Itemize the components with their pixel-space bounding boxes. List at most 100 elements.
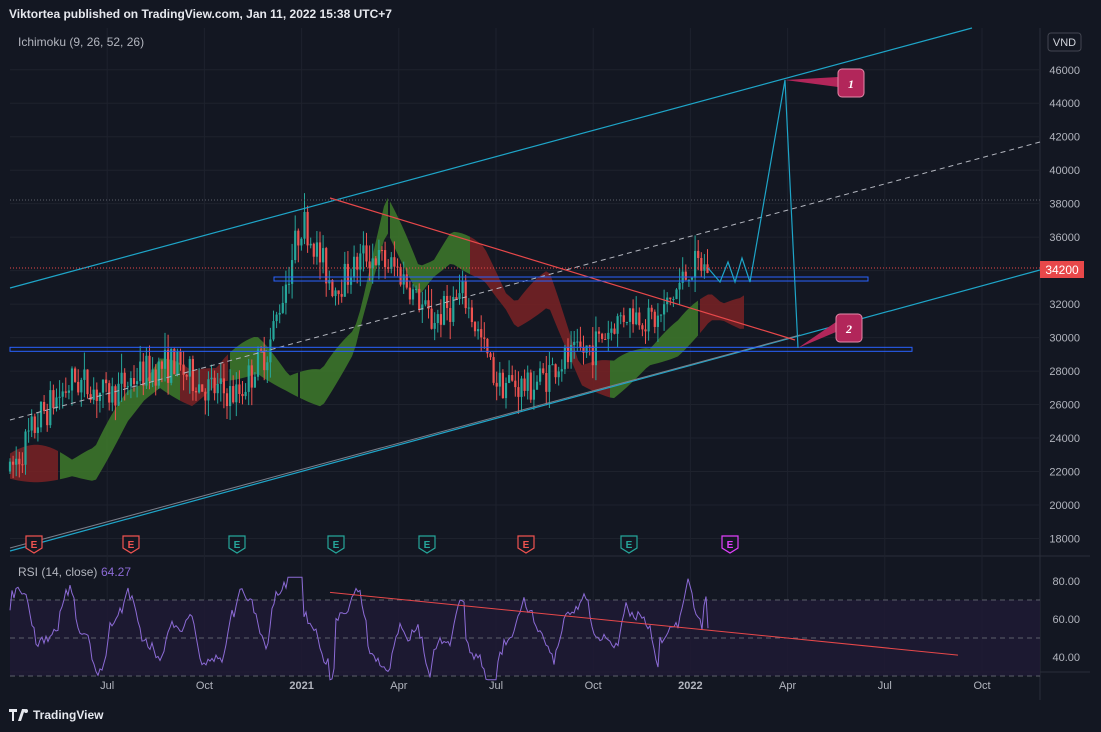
time-tick-label: Apr	[779, 680, 796, 692]
candle-body	[523, 378, 526, 391]
candle-body	[287, 283, 291, 285]
brand-label: TradingView	[33, 708, 104, 722]
candle-body	[278, 312, 281, 315]
candle-body	[700, 258, 703, 271]
earnings-badge-label: E	[234, 540, 241, 551]
price-tick-label: 40000	[1049, 165, 1080, 177]
candle-body	[247, 365, 250, 392]
upper-channel-line	[9, 27, 973, 289]
candle-body	[644, 329, 647, 332]
candle-body	[225, 393, 229, 407]
time-tick-label: 2021	[289, 680, 313, 692]
candle-body	[480, 329, 483, 338]
candle-body	[579, 341, 582, 348]
price-tick-label: 36000	[1049, 232, 1080, 244]
candle-body	[390, 257, 393, 269]
candle-body	[607, 332, 610, 340]
candle-body	[669, 297, 672, 300]
candle-body	[98, 392, 101, 401]
candle-body	[597, 331, 601, 334]
candle-body	[591, 345, 594, 366]
candle-body	[46, 410, 49, 426]
candle-body	[384, 250, 387, 268]
earnings-badge-label: E	[31, 540, 38, 551]
candle-body	[12, 461, 15, 465]
time-tick-label: Oct	[973, 680, 990, 692]
candle-body	[117, 383, 120, 406]
candle-body	[622, 315, 625, 322]
cloud-segment	[180, 354, 228, 407]
candle-body	[260, 349, 263, 351]
candle-body	[703, 264, 706, 271]
candle-body	[92, 389, 95, 400]
candle-body	[582, 347, 585, 353]
candle-body	[396, 266, 399, 268]
callout-label: 2	[845, 322, 852, 336]
candle-body	[576, 341, 579, 343]
candle-body	[136, 381, 139, 385]
candle-body	[312, 243, 315, 257]
publish-info: Viktortea published on TradingView.com, …	[9, 7, 392, 21]
indicator-label[interactable]: Ichimoku (9, 26, 52, 26)	[18, 35, 144, 49]
candle-body	[542, 368, 545, 374]
candle-body	[663, 304, 666, 315]
candle-body	[145, 355, 148, 386]
candle-body	[30, 416, 33, 431]
level-box	[9, 346, 913, 352]
candle-body	[495, 382, 498, 387]
candle-body	[210, 377, 213, 380]
candle-body	[694, 250, 697, 278]
candle-body	[204, 391, 207, 401]
rsi-trendline	[329, 591, 959, 656]
price-tick-label: 20000	[1049, 500, 1080, 512]
candle-body	[548, 365, 551, 392]
earnings-badge-label: E	[333, 540, 340, 551]
tradingview-brand[interactable]: TradingView	[9, 708, 103, 722]
candle-body	[520, 378, 523, 397]
candle-body	[219, 378, 222, 384]
candle-body	[207, 379, 210, 401]
candle-body	[436, 314, 439, 323]
candle-body	[272, 321, 275, 340]
candle-body	[706, 264, 709, 273]
candle-body	[306, 211, 309, 246]
price-candles	[8, 193, 709, 479]
candle-body	[114, 386, 117, 406]
candle-body	[560, 369, 563, 372]
candle-body	[229, 386, 232, 407]
candle-body	[18, 458, 21, 465]
level-box	[273, 276, 869, 282]
candle-body	[297, 230, 300, 246]
candle-body	[359, 253, 362, 270]
candle-body	[77, 381, 80, 393]
candle-body	[619, 315, 622, 317]
candle-body	[687, 279, 690, 281]
price-tick-label: 26000	[1049, 400, 1080, 412]
candle-body	[244, 391, 247, 397]
candle-body	[343, 263, 346, 297]
currency-badge[interactable]: VND	[1047, 32, 1082, 52]
candle-body	[24, 431, 27, 465]
earnings-badge	[721, 535, 739, 554]
candle-body	[659, 314, 663, 316]
candle-body	[532, 389, 535, 400]
candle-body	[508, 375, 511, 383]
candle-body	[424, 300, 427, 305]
candle-body	[684, 271, 687, 280]
candle-body	[545, 373, 548, 392]
candle-body	[442, 295, 446, 325]
rsi-label[interactable]: RSI (14, close)	[18, 565, 97, 579]
candle-body	[105, 379, 108, 384]
candle-body	[318, 242, 322, 263]
earnings-badge-label: E	[128, 540, 135, 551]
candle-body	[399, 267, 402, 285]
price-tick-label: 32000	[1049, 299, 1080, 311]
candle-body	[601, 333, 604, 339]
candle-body	[275, 314, 278, 322]
price-marker-label: 34200	[1045, 263, 1079, 277]
candle-body	[632, 308, 635, 325]
candle-body	[563, 347, 566, 370]
candle-body	[408, 287, 411, 300]
candle-body	[157, 361, 160, 386]
